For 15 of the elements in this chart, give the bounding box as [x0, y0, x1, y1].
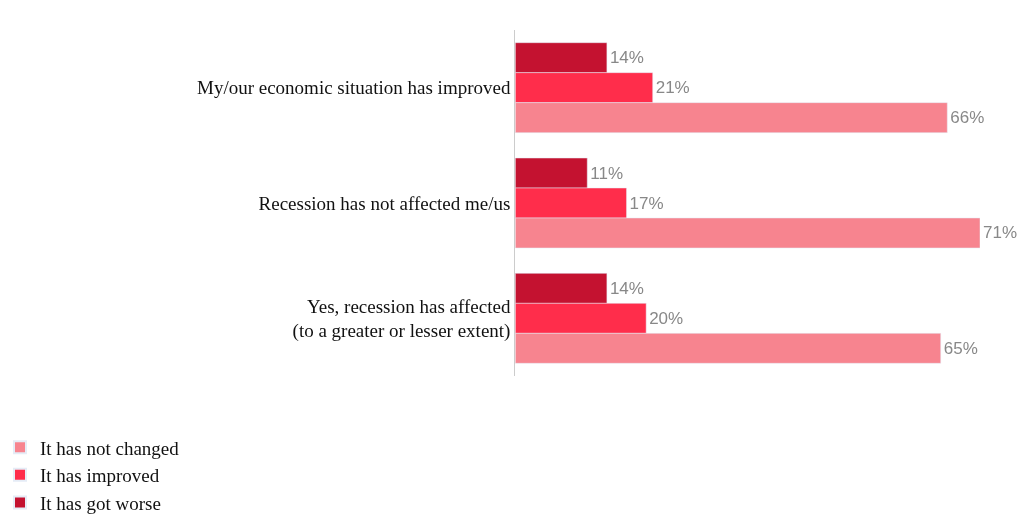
data-label: 65%: [943, 338, 978, 358]
y-tick-label: Recession has not affected me/us: [258, 192, 511, 214]
data-label: 71%: [983, 223, 1018, 243]
data-label: 14%: [609, 278, 644, 298]
data-label: 14%: [609, 48, 644, 68]
y-tick-label: My/our economic situation has improved: [197, 77, 511, 99]
data-label: 66%: [950, 108, 985, 128]
data-label: 20%: [649, 308, 684, 328]
legend-label: It has improved: [40, 465, 160, 487]
legend-label: It has not changed: [40, 437, 180, 459]
legend-label: It has got worse: [40, 492, 161, 514]
data-label: 17%: [629, 193, 664, 213]
data-label: 21%: [655, 78, 690, 98]
y-tick-label: Yes, recession has affected (to a greater or lesser extent): [292, 295, 511, 343]
data-label: 11%: [590, 163, 624, 183]
